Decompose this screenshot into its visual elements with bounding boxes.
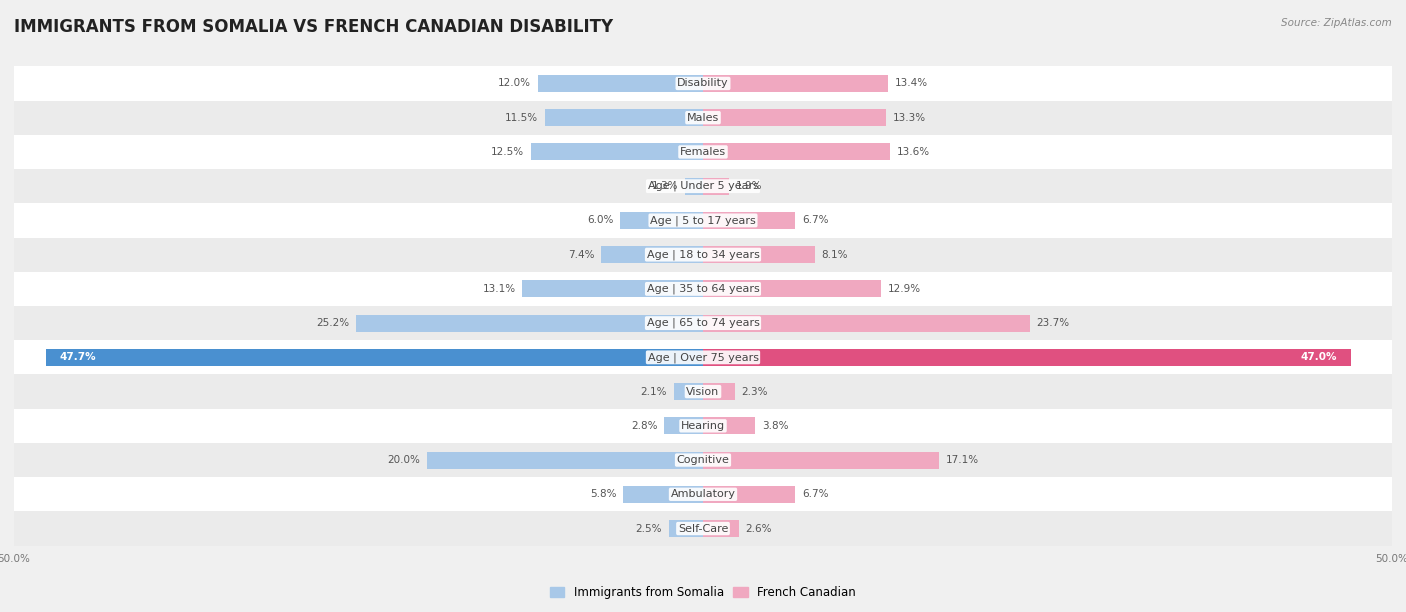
Text: Vision: Vision <box>686 387 720 397</box>
Bar <box>703 349 1351 366</box>
Text: 11.5%: 11.5% <box>505 113 537 122</box>
Text: Ambulatory: Ambulatory <box>671 490 735 499</box>
Bar <box>14 237 1392 272</box>
Text: 2.3%: 2.3% <box>741 387 768 397</box>
Bar <box>14 375 1392 409</box>
Text: 6.7%: 6.7% <box>803 215 828 225</box>
Text: 5.8%: 5.8% <box>589 490 616 499</box>
Text: Source: ZipAtlas.com: Source: ZipAtlas.com <box>1281 18 1392 28</box>
Text: Males: Males <box>688 113 718 122</box>
Text: Age | 5 to 17 years: Age | 5 to 17 years <box>650 215 756 226</box>
Bar <box>620 212 703 229</box>
Bar <box>703 109 886 126</box>
Bar <box>14 477 1392 512</box>
Text: 1.3%: 1.3% <box>652 181 678 191</box>
Bar <box>46 349 703 366</box>
Text: 2.1%: 2.1% <box>641 387 668 397</box>
Bar <box>14 66 1392 100</box>
Text: Cognitive: Cognitive <box>676 455 730 465</box>
Bar <box>531 143 703 160</box>
Bar <box>14 203 1392 237</box>
Text: 47.0%: 47.0% <box>1301 353 1337 362</box>
Text: Age | 35 to 64 years: Age | 35 to 64 years <box>647 283 759 294</box>
Text: 13.1%: 13.1% <box>482 284 516 294</box>
Bar <box>703 417 755 435</box>
Text: 8.1%: 8.1% <box>821 250 848 259</box>
Bar <box>665 417 703 435</box>
Bar <box>669 520 703 537</box>
Text: Hearing: Hearing <box>681 421 725 431</box>
Bar <box>703 177 730 195</box>
Bar <box>703 246 814 263</box>
Text: Age | Under 5 years: Age | Under 5 years <box>648 181 758 192</box>
Bar <box>14 272 1392 306</box>
Text: 13.6%: 13.6% <box>897 147 931 157</box>
Text: 12.9%: 12.9% <box>887 284 921 294</box>
Text: Age | Over 75 years: Age | Over 75 years <box>648 352 758 362</box>
Text: 3.8%: 3.8% <box>762 421 789 431</box>
Text: Age | 18 to 34 years: Age | 18 to 34 years <box>647 250 759 260</box>
Text: 2.8%: 2.8% <box>631 421 658 431</box>
Bar <box>14 512 1392 546</box>
Bar <box>623 486 703 503</box>
Bar <box>703 212 796 229</box>
Text: Age | 65 to 74 years: Age | 65 to 74 years <box>647 318 759 329</box>
Text: 6.7%: 6.7% <box>803 490 828 499</box>
Bar <box>703 280 880 297</box>
Text: IMMIGRANTS FROM SOMALIA VS FRENCH CANADIAN DISABILITY: IMMIGRANTS FROM SOMALIA VS FRENCH CANADI… <box>14 18 613 36</box>
Bar <box>703 143 890 160</box>
Text: 17.1%: 17.1% <box>945 455 979 465</box>
Bar <box>14 169 1392 203</box>
Bar <box>14 100 1392 135</box>
Bar <box>703 452 939 469</box>
Bar <box>427 452 703 469</box>
Bar <box>14 409 1392 443</box>
Text: 2.5%: 2.5% <box>636 523 662 534</box>
Text: Self-Care: Self-Care <box>678 523 728 534</box>
Text: 13.3%: 13.3% <box>893 113 927 122</box>
Bar <box>14 135 1392 169</box>
Text: 12.0%: 12.0% <box>498 78 531 89</box>
Bar <box>703 383 735 400</box>
Text: 23.7%: 23.7% <box>1036 318 1070 328</box>
Bar <box>673 383 703 400</box>
Bar <box>14 340 1392 375</box>
Bar <box>356 315 703 332</box>
Text: 2.6%: 2.6% <box>745 523 772 534</box>
Text: 12.5%: 12.5% <box>491 147 524 157</box>
Text: 7.4%: 7.4% <box>568 250 595 259</box>
Text: Females: Females <box>681 147 725 157</box>
Bar <box>600 246 703 263</box>
Text: 6.0%: 6.0% <box>588 215 613 225</box>
Bar <box>703 486 796 503</box>
Bar <box>703 520 738 537</box>
Bar <box>14 443 1392 477</box>
Bar <box>523 280 703 297</box>
Text: 20.0%: 20.0% <box>388 455 420 465</box>
Text: Disability: Disability <box>678 78 728 89</box>
Legend: Immigrants from Somalia, French Canadian: Immigrants from Somalia, French Canadian <box>546 581 860 603</box>
Text: 47.7%: 47.7% <box>59 353 96 362</box>
Bar <box>537 75 703 92</box>
Bar <box>544 109 703 126</box>
Bar <box>14 306 1392 340</box>
Text: 25.2%: 25.2% <box>316 318 349 328</box>
Bar <box>703 75 887 92</box>
Text: 1.9%: 1.9% <box>737 181 762 191</box>
Text: 13.4%: 13.4% <box>894 78 928 89</box>
Bar <box>685 177 703 195</box>
Bar <box>703 315 1029 332</box>
